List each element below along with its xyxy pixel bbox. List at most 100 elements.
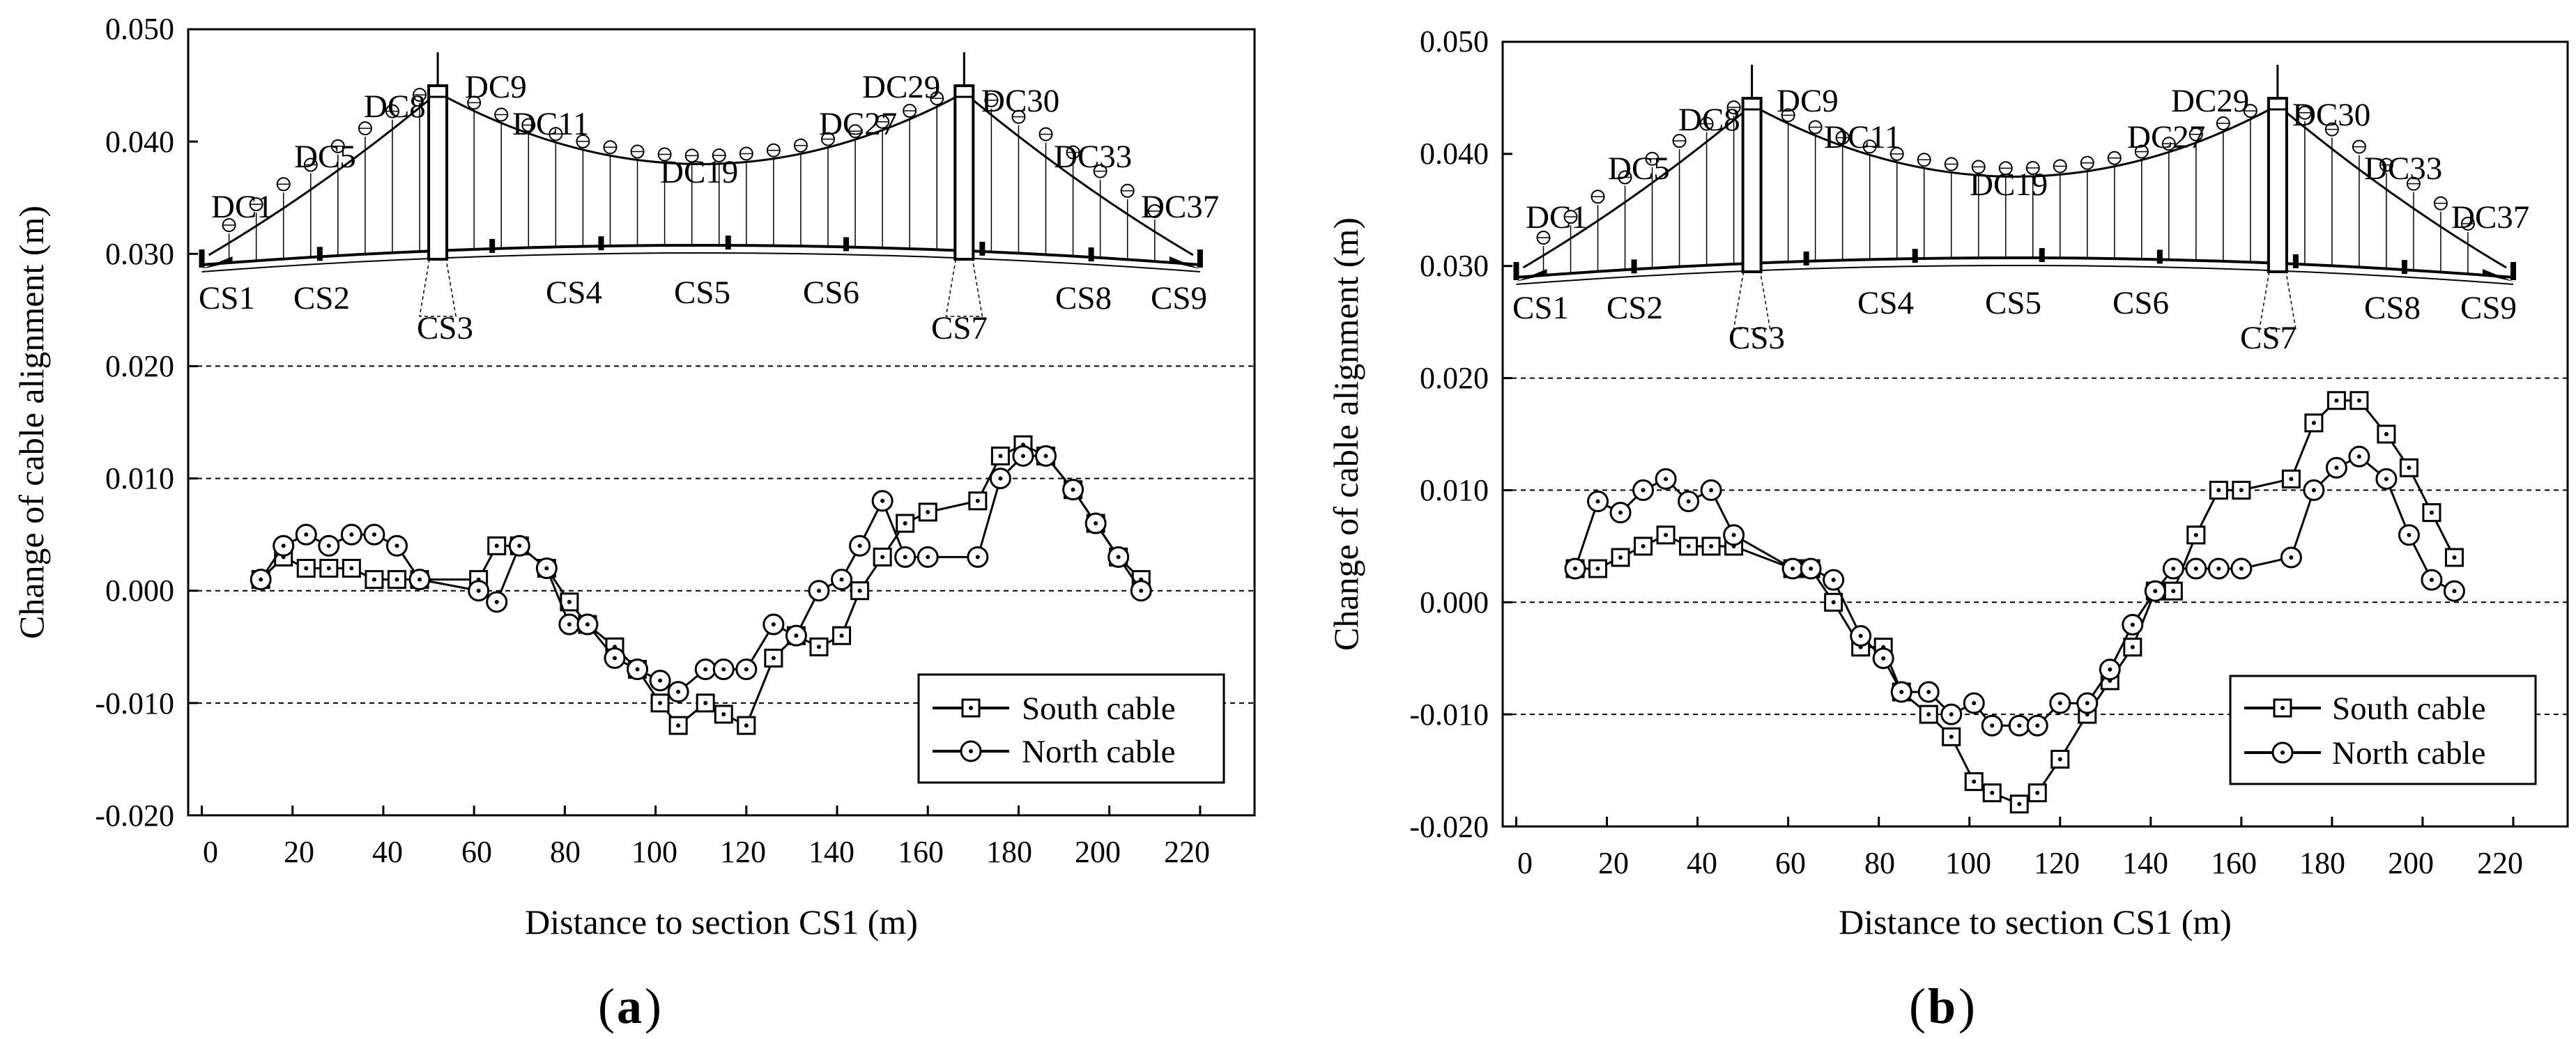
data-point-center <box>1831 600 1836 605</box>
data-point-center <box>676 723 681 728</box>
panel-a-label: a <box>617 978 642 1034</box>
data-point-center <box>544 566 549 571</box>
x-tick-label: 100 <box>631 835 677 869</box>
data-point-center <box>2452 555 2457 560</box>
data-point-center <box>349 532 354 537</box>
data-point-center <box>371 532 376 537</box>
data-point-center <box>903 555 907 560</box>
data-point-center <box>857 544 862 548</box>
data-point-center <box>2171 567 2176 571</box>
data-point-center <box>2193 567 2198 571</box>
data-point-center <box>1831 578 1836 583</box>
label-dc19: DC19 <box>1970 167 2048 203</box>
label-cs7: CS7 <box>2240 320 2297 356</box>
x-tick-label: 60 <box>461 835 492 869</box>
main-cable-right-span <box>2276 104 2507 269</box>
data-point-south-cable <box>365 570 384 590</box>
data-point-center <box>1731 532 1736 537</box>
y-tick-label: 0.040 <box>105 125 174 159</box>
data-point-center <box>417 577 422 582</box>
label-cs7: CS7 <box>931 310 988 346</box>
x-tick-label: 160 <box>2211 846 2257 880</box>
anchor-block <box>2510 262 2516 280</box>
main-cable-center-span <box>1751 104 2278 178</box>
data-point-center <box>567 622 572 627</box>
x-tick-label: 140 <box>2122 846 2168 880</box>
panel-b-bridge-geometry <box>1513 65 2516 330</box>
y-tick-label: -0.020 <box>95 799 174 833</box>
tower <box>1741 97 1763 273</box>
data-point-center <box>2216 488 2221 493</box>
section-marker <box>1631 259 1637 274</box>
panel-a-series <box>250 435 1152 735</box>
anchor-wedge <box>1516 269 1547 282</box>
tower <box>2267 97 2288 273</box>
legend-label-north: North cable <box>1022 734 1176 770</box>
legend-label-south: South cable <box>1022 691 1176 727</box>
anchor-wedge <box>2482 269 2513 282</box>
data-point-center <box>1094 521 1098 526</box>
data-point-center <box>1709 488 1714 493</box>
data-point-center <box>2216 567 2221 571</box>
label-cs6: CS6 <box>2113 285 2169 321</box>
data-point-center <box>975 555 980 560</box>
data-point-center <box>2057 757 2062 762</box>
x-tick-label: 200 <box>2388 846 2434 880</box>
data-point-center <box>839 577 844 582</box>
panel-b-y-axis-title: Change of cable alignment (m) <box>1326 217 1365 651</box>
data-point-center <box>2452 589 2457 594</box>
data-point-south-cable <box>2186 525 2206 545</box>
section-marker <box>843 237 850 252</box>
y-tick-label: 0.020 <box>1420 361 1489 395</box>
data-point-center <box>2289 477 2294 482</box>
deck-girder-bottom <box>201 252 1200 272</box>
x-tick-label: 20 <box>1598 846 1629 880</box>
x-tick-label: 180 <box>986 835 1032 869</box>
label-dc19: DC19 <box>660 154 738 190</box>
panel-b-legend: South cable North cable <box>2229 675 2537 785</box>
data-point-center <box>635 667 640 672</box>
data-point-center <box>2130 645 2135 649</box>
y-tick-label: 0.010 <box>105 461 174 495</box>
data-point-center <box>816 645 821 649</box>
data-point-center <box>567 599 572 604</box>
data-point-center <box>998 476 1003 481</box>
x-tick-label: 60 <box>1775 846 1806 880</box>
data-point-south-cable <box>918 502 937 522</box>
data-point-south-cable <box>764 648 783 668</box>
y-tick-label: 0.010 <box>1420 473 1489 507</box>
label-dc11: DC11 <box>1824 119 1901 155</box>
data-point-center <box>281 544 286 548</box>
data-point-center <box>880 498 885 503</box>
tower <box>953 84 975 261</box>
data-point-center <box>1881 656 1886 661</box>
data-point-center <box>1116 555 1121 560</box>
panel-b-bridge-diagram: DC1 DC5 DC8 DC9 DC11 DC19 DC27 DC29 DC30… <box>1512 65 2529 356</box>
data-point-center <box>658 678 663 683</box>
data-point-center <box>1664 477 1669 482</box>
data-point-center <box>998 454 1003 459</box>
data-point-south-cable <box>737 716 756 735</box>
label-dc11: DC11 <box>512 106 590 142</box>
pier <box>945 259 983 317</box>
data-point-center <box>771 622 776 627</box>
data-point-center <box>2057 701 2062 706</box>
y-tick-label: 0.030 <box>105 237 174 271</box>
data-point-center <box>259 577 263 582</box>
panel-a-chart: DC1 DC5 DC8 DC9 DC11 DC19 DC27 DC29 DC30… <box>12 12 1256 1034</box>
data-point-south-cable <box>2399 458 2418 477</box>
data-point-center <box>703 667 708 672</box>
data-point-center <box>1595 499 1600 504</box>
x-tick-label: 0 <box>1517 846 1533 880</box>
pier <box>1733 271 1771 330</box>
data-point-center <box>1618 555 1623 560</box>
label-dc33: DC33 <box>2364 151 2442 187</box>
label-dc30: DC30 <box>2292 97 2370 133</box>
data-point-center <box>304 566 309 571</box>
x-tick-label: 220 <box>2477 846 2523 880</box>
panel-a-ticks <box>188 28 1202 817</box>
label-cs2: CS2 <box>293 280 350 316</box>
panel-a-y-axis-title: Change of cable alignment (m) <box>12 206 51 639</box>
label-dc9: DC9 <box>465 69 527 105</box>
